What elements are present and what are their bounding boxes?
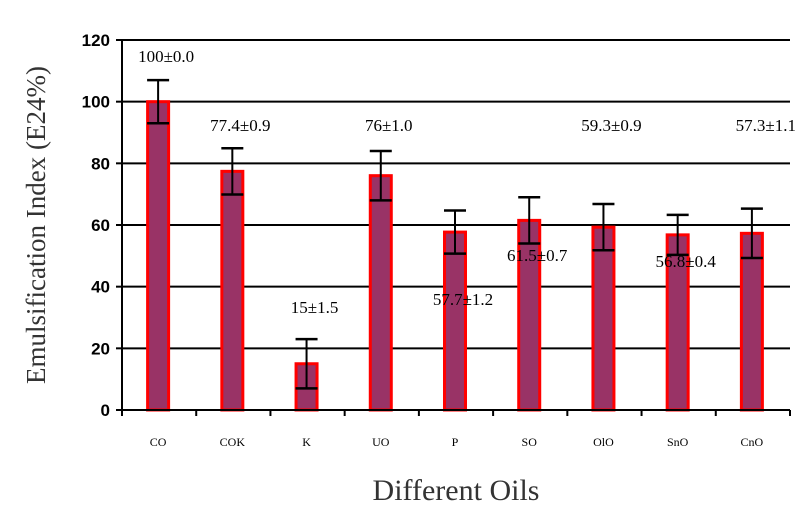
bar-olo <box>591 225 616 412</box>
x-tick-label: K <box>302 435 311 449</box>
bar-cok <box>220 169 245 412</box>
y-tick-label: 80 <box>91 154 110 173</box>
data-label: 61.5±0.7 <box>507 246 568 265</box>
data-label: 76±1.0 <box>365 116 413 135</box>
data-label: 77.4±0.9 <box>210 116 270 135</box>
x-tick-label: CnO <box>741 435 764 449</box>
y-tick-labels: 0 20 40 60 80 100 120 <box>82 31 110 420</box>
y-tick-label: 120 <box>82 31 110 50</box>
y-axis-title: Emulsification Index (E24%) <box>21 66 51 384</box>
y-tick-label: 20 <box>91 339 110 358</box>
data-label: 56.8±0.4 <box>655 252 716 271</box>
data-label: 15±1.5 <box>291 298 339 317</box>
data-label: 57.3±1.1 <box>736 116 796 135</box>
data-label: 57.7±1.2 <box>433 290 493 309</box>
data-label: 100±0.0 <box>138 47 194 66</box>
bar-co <box>146 100 171 412</box>
bars-group <box>146 100 764 412</box>
x-tick-labels: CO COK K UO P SO OlO SnO CnO <box>150 435 764 449</box>
y-tick-label: 60 <box>91 216 110 235</box>
y-tick-label: 40 <box>91 278 110 297</box>
x-axis-title: Different Oils <box>373 474 540 507</box>
x-tick-label: COK <box>220 435 246 449</box>
data-labels-group: 100±0.0 77.4±0.9 15±1.5 76±1.0 57.7±1.2 61.5±… <box>138 47 796 317</box>
data-label: 59.3±0.9 <box>581 116 641 135</box>
bar-cno <box>739 231 764 412</box>
x-tick-label: P <box>452 435 459 449</box>
x-tick-label: OlO <box>593 435 614 449</box>
x-tick-label: CO <box>150 435 167 449</box>
x-tick-label: UO <box>372 435 390 449</box>
error-bars-group <box>147 78 763 390</box>
bar-p <box>443 230 467 412</box>
y-tick-label: 0 <box>101 401 110 420</box>
x-tick-label: SO <box>522 435 538 449</box>
x-tick-label: SnO <box>667 435 689 449</box>
bar-uo <box>368 174 393 412</box>
y-tick-label: 100 <box>82 93 110 112</box>
axes <box>116 39 791 416</box>
